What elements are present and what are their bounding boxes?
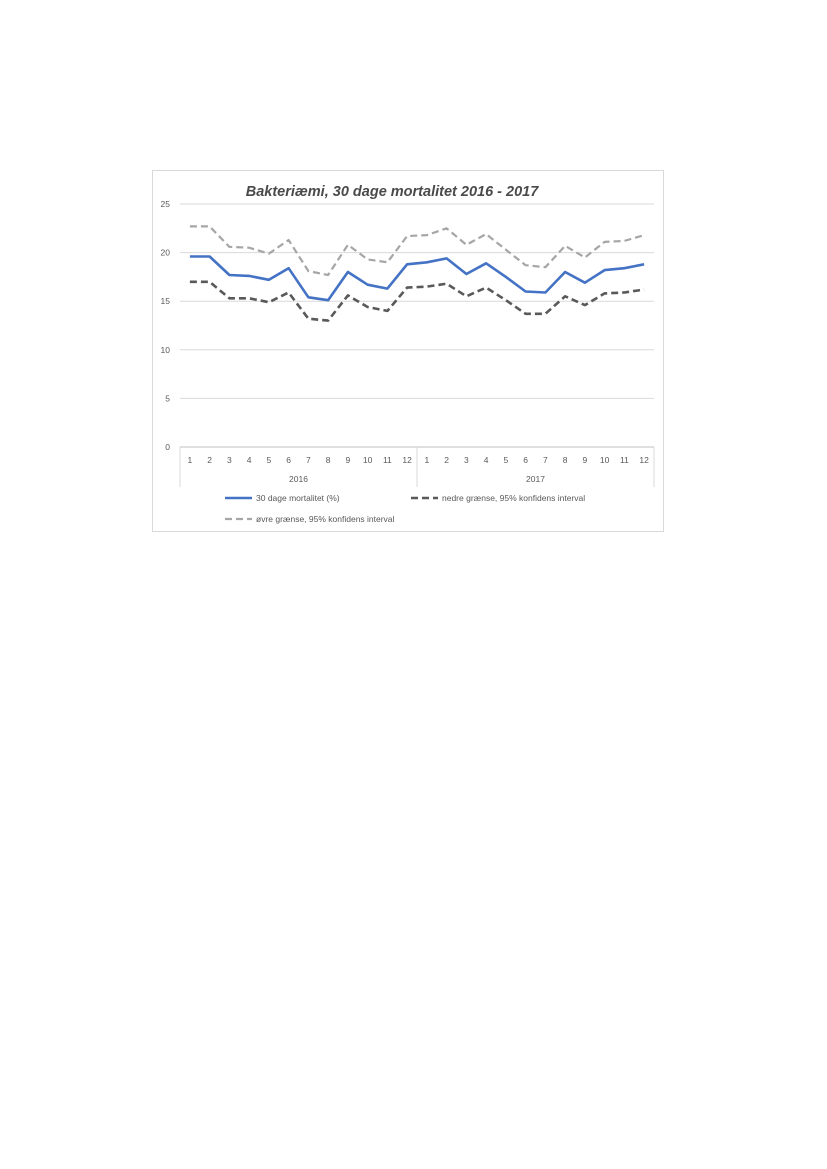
x-tick-label: 3 [227, 455, 232, 465]
x-tick-label: 12 [402, 455, 412, 465]
x-tick-label: 9 [346, 455, 351, 465]
x-tick-label: 10 [600, 455, 610, 465]
x-tick-label: 5 [267, 455, 272, 465]
legend: 30 dage mortalitet (%) nedre grænse, 95% … [225, 493, 585, 524]
y-tick-label: 10 [161, 345, 171, 355]
series-line [189, 255, 645, 302]
series-lines [189, 225, 645, 322]
x-tick-label: 10 [363, 455, 373, 465]
legend-label: 30 dage mortalitet (%) [256, 493, 340, 503]
series-line [189, 225, 645, 277]
x-tick-label: 3 [464, 455, 469, 465]
x-tick-label: 6 [523, 455, 528, 465]
chart-svg: Bakteriæmi, 30 dage mortalitet 2016 - 20… [161, 184, 655, 524]
y-tick-label: 25 [161, 199, 171, 209]
x-tick-label: 7 [543, 455, 548, 465]
y-tick-label: 15 [161, 296, 171, 306]
x-tick-label: 8 [563, 455, 568, 465]
x-tick-label: 5 [504, 455, 509, 465]
x-tick-label: 11 [383, 455, 392, 465]
x-group-label: 2016 [289, 474, 308, 484]
x-tick-label: 12 [639, 455, 649, 465]
x-tick-label: 11 [620, 455, 629, 465]
y-tick-label: 20 [161, 248, 171, 258]
x-tick-label: 4 [484, 455, 489, 465]
legend-label: nedre grænse, 95% konfidens interval [442, 493, 585, 503]
y-tick-label: 5 [165, 393, 170, 403]
chart-container: Bakteriæmi, 30 dage mortalitet 2016 - 20… [152, 170, 664, 532]
x-tick-label: 1 [425, 455, 430, 465]
x-tick-label: 1 [188, 455, 193, 465]
x-tick-label: 8 [326, 455, 331, 465]
x-tick-label: 2 [207, 455, 212, 465]
gridlines [180, 203, 654, 448]
y-tick-label: 0 [165, 442, 170, 452]
x-tick-label: 4 [247, 455, 252, 465]
x-tick-label: 7 [306, 455, 311, 465]
x-tick-label: 9 [583, 455, 588, 465]
x-group-label: 2017 [526, 474, 545, 484]
y-axis: 0 5 10 15 20 25 [161, 199, 171, 452]
series-line [189, 280, 645, 322]
x-tick-label: 6 [286, 455, 291, 465]
chart-title: Bakteriæmi, 30 dage mortalitet 2016 - 20… [246, 184, 539, 200]
x-tick-label: 2 [444, 455, 449, 465]
legend-label: øvre grænse, 95% konfidens interval [256, 514, 395, 524]
